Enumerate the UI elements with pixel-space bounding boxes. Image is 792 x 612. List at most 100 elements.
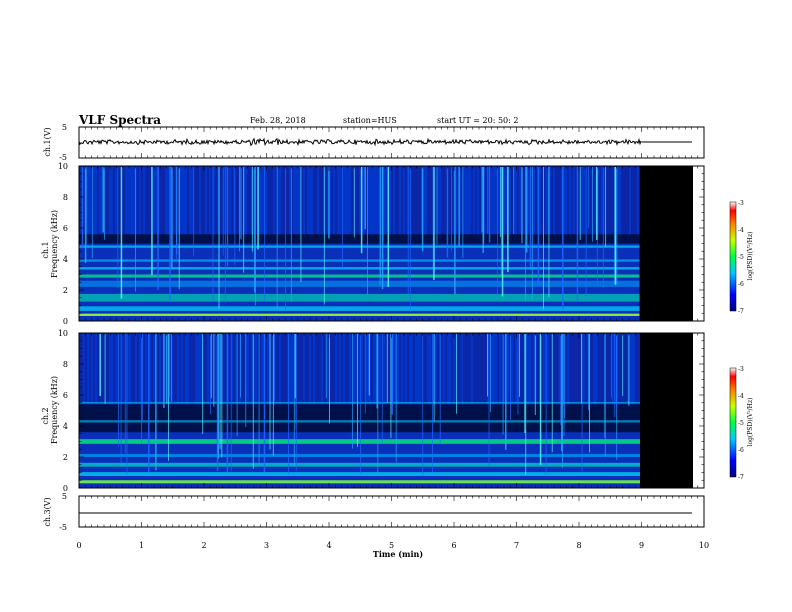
spectrogram-noise-column	[595, 166, 597, 235]
spectrogram-noise-column	[461, 166, 463, 235]
spectrogram-noise-column	[247, 166, 249, 235]
spectrogram-noise-column	[573, 333, 575, 405]
spectrogram-noise-column	[473, 333, 475, 405]
spectrogram-noise-column	[405, 333, 407, 405]
spectrogram-noise-column	[353, 333, 355, 405]
spectrogram-noise-column	[359, 166, 361, 235]
spectrogram-noise-column	[147, 166, 149, 235]
spectrogram-horizontal-band	[79, 462, 642, 467]
spectrogram-noise-column	[159, 166, 161, 235]
spectrogram-noise-column	[429, 166, 431, 235]
spectrogram-noise-column	[221, 166, 223, 235]
spectrogram-noise-column	[263, 166, 265, 235]
time-tick-label-7: 7	[514, 541, 519, 550]
spectrogram-noise-column	[485, 333, 487, 405]
spectrogram-noise-column	[101, 166, 103, 235]
spectrogram-noise-column	[455, 166, 457, 235]
spectrogram-noise-column	[443, 333, 445, 405]
spectrogram-noise-column	[405, 166, 407, 235]
ch1-channel-label: ch.1	[41, 241, 50, 258]
spectrogram-noise-column	[305, 166, 307, 235]
spectrogram-noise-column	[207, 166, 209, 235]
spectrogram-noise-column	[543, 333, 545, 405]
ch2-freq-tick-0: 0	[63, 484, 68, 493]
spectrogram-noise-column	[459, 166, 461, 235]
spectrogram-noise-column	[369, 166, 371, 235]
spectrogram-noise-column	[383, 333, 385, 405]
spectrogram-noise-column	[541, 166, 543, 235]
spectrogram-noise-column	[599, 166, 601, 235]
spectrogram-noise-column	[379, 333, 381, 405]
spectrogram-noise-column	[147, 333, 149, 405]
spectrogram-noise-column	[363, 166, 365, 235]
spectrogram-noise-column	[289, 333, 291, 405]
spectrogram-noise-column	[177, 166, 179, 235]
spectrogram-noise-column	[319, 333, 321, 405]
spectrogram-noise-column	[615, 333, 617, 405]
spectrogram-noise-column	[605, 333, 607, 405]
spectrogram-noise-column	[135, 166, 137, 235]
spectrogram-noise-column	[469, 166, 471, 235]
spectrogram-noise-column	[119, 333, 121, 405]
spectrogram-noise-column	[93, 333, 95, 405]
spectrogram-noise-column	[457, 333, 459, 405]
time-tick-label-6: 6	[451, 541, 456, 550]
spectrogram-noise-column	[131, 333, 133, 405]
spectrogram-noise-column	[231, 333, 233, 405]
spectrogram-noise-column	[493, 166, 495, 235]
spectrogram-noise-column	[609, 333, 611, 405]
spectrogram-noise-column	[153, 166, 155, 235]
spectrogram-noise-column	[135, 333, 137, 405]
spectrogram-noise-column	[603, 333, 605, 405]
spectrogram-noise-column	[179, 333, 181, 405]
spectrogram-horizontal-band	[79, 267, 642, 270]
spectrogram-noise-column	[289, 166, 291, 235]
spectrogram-noise-column	[187, 166, 189, 235]
spectrogram-noise-column	[145, 166, 147, 235]
spectrogram-noise-column	[273, 333, 275, 405]
spectrogram-noise-column	[413, 166, 415, 235]
ch1-waveform-ylabel: ch.1(V)	[43, 127, 52, 156]
spectrogram-noise-column	[559, 166, 561, 235]
spectrogram-noise-column	[271, 333, 273, 405]
spectrogram-noise-column	[627, 166, 629, 235]
spectrogram-noise-column	[549, 333, 551, 405]
spectrogram-noise-column	[507, 333, 509, 405]
time-axis-tick-labels: 0 1 2 3 4 5 6 7 8 9 10	[76, 541, 709, 550]
ch1-ytick-bottom: -5	[59, 153, 67, 162]
spectrogram-noise-column	[463, 166, 465, 235]
spectrogram-noise-column	[161, 166, 163, 235]
spectrogram-noise-column	[391, 166, 393, 235]
spectrogram-noise-column	[375, 166, 377, 235]
spectrogram-noise-column	[115, 333, 117, 405]
spectrogram-noise-column	[627, 333, 629, 405]
ch1-ytick-top: 5	[62, 123, 67, 132]
spectrogram-noise-column	[623, 333, 625, 405]
spectrogram-noise-column	[409, 333, 411, 405]
spectrogram-noise-column	[265, 166, 267, 235]
ch1-waveform-ticks	[78, 127, 705, 158]
spectrogram-noise-column	[505, 166, 507, 235]
spectrogram-noise-column	[239, 333, 241, 405]
spectrogram-horizontal-band	[79, 453, 642, 457]
spectrogram-noise-column	[197, 333, 199, 405]
spectrogram-noise-column	[607, 166, 609, 235]
spectrogram-noise-column	[439, 166, 441, 235]
spectrogram-noise-column	[339, 333, 341, 405]
spectrogram-noise-column	[327, 166, 329, 235]
ch2-channel-label: ch.2	[41, 407, 50, 424]
spectrogram-noise-column	[403, 166, 405, 235]
spectrogram-noise-column	[573, 166, 575, 235]
spectrogram-noise-column	[423, 333, 425, 405]
spectrogram-noise-column	[589, 333, 591, 405]
spectrogram-noise-column	[139, 166, 141, 235]
spectrogram-noise-column	[241, 333, 243, 405]
spectrogram-noise-column	[213, 166, 215, 235]
spectrogram-noise-column	[89, 166, 91, 235]
spectrogram-noise-column	[223, 333, 225, 405]
spectrogram-horizontal-band	[79, 280, 642, 287]
spectrogram-noise-column	[415, 166, 417, 235]
spectrogram-noise-column	[95, 166, 97, 235]
spectrogram-noise-column	[445, 333, 447, 405]
spectrogram-noise-column	[277, 166, 279, 235]
